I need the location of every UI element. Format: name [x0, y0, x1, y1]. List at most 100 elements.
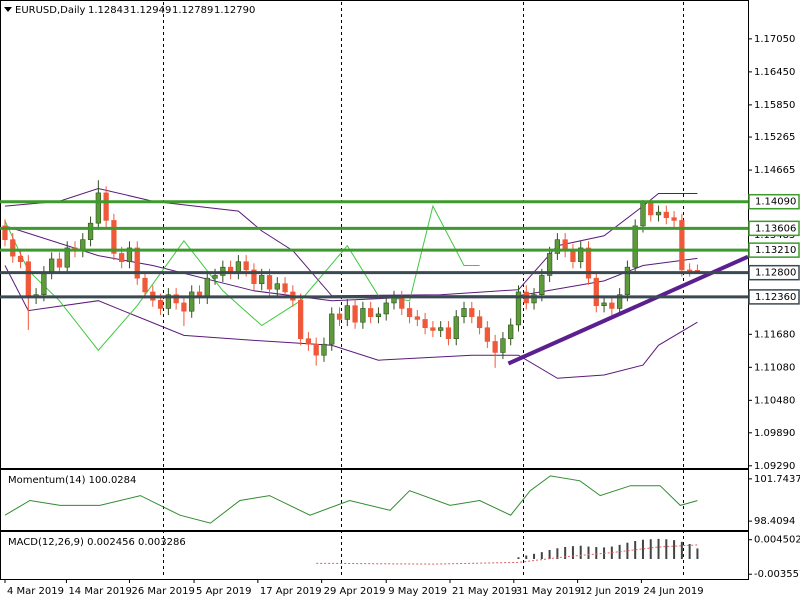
candle-body [142, 277, 148, 293]
candle-body [616, 294, 623, 309]
x-tick-label: 4 Mar 2019 [7, 586, 64, 597]
indicator-line [4, 265, 698, 379]
y-tick-label: 101.7437 [754, 474, 800, 485]
candle-body [399, 297, 405, 309]
plot-area [4, 475, 698, 524]
histogram-bar [564, 546, 567, 559]
candle-body [235, 261, 242, 273]
candle-body [585, 247, 592, 279]
candle-body [204, 277, 210, 298]
level-label-box [748, 289, 800, 305]
candle-body [484, 327, 490, 342]
ohlc-value: 1.12949 [130, 5, 171, 16]
candle-body [49, 258, 55, 273]
plot-area [316, 538, 699, 565]
candle-body [259, 275, 265, 284]
candle-body [165, 294, 172, 309]
candle-body [313, 343, 319, 356]
histogram-bar [626, 542, 629, 559]
candle-body [469, 308, 475, 318]
level-label: 1.12800 [755, 268, 796, 279]
y-tick-label: 1.10480 [754, 395, 795, 406]
candle-body [181, 302, 187, 312]
histogram-bar [618, 544, 621, 559]
level-label: 1.13606 [755, 223, 796, 234]
candle-body [671, 217, 677, 221]
ohlc-value: 1.12790 [214, 5, 255, 16]
y-tick-label: 98.4094 [754, 516, 795, 527]
candle-body [406, 308, 413, 318]
candle-body [282, 283, 288, 293]
histogram-bar [680, 541, 683, 559]
candle-body [422, 319, 428, 329]
candle-body [500, 338, 506, 353]
panel-title: Momentum(14) 100.0284 [8, 475, 136, 486]
candle-body [126, 247, 133, 262]
x-tick-label: 5 Apr 2019 [196, 586, 251, 597]
level-label: 1.14090 [755, 197, 796, 208]
plot-area [2, 180, 748, 379]
candle-body [515, 291, 522, 326]
candle-body [375, 313, 382, 318]
candle-body [119, 253, 125, 262]
candle-body [103, 192, 109, 221]
level-label-box [748, 264, 800, 281]
level-label: 1.12360 [755, 292, 796, 303]
candle-body [329, 313, 335, 345]
histogram-bar [579, 545, 582, 559]
indicator-line [316, 544, 698, 565]
histogram-bar [688, 543, 691, 559]
candle-body [476, 316, 483, 329]
x-tick-label: 29 Apr 2019 [324, 586, 386, 597]
candle-body [508, 324, 514, 340]
period-separators [163, 2, 684, 578]
candle-body [243, 261, 249, 271]
candle-body [274, 283, 280, 290]
candle-body [453, 316, 459, 340]
histogram-bar [673, 540, 676, 559]
candle-body [95, 192, 101, 224]
candle-body [383, 302, 389, 315]
candle-body [212, 275, 218, 279]
candle-body [601, 302, 607, 306]
candle-body [305, 338, 312, 345]
y-tick-label: 1.15850 [754, 100, 795, 111]
candle-body [687, 269, 693, 272]
candle-body [663, 211, 669, 218]
histogram-bar [525, 555, 528, 559]
candle-body [111, 220, 117, 254]
candle-body [87, 222, 94, 240]
histogram-bar [571, 546, 574, 559]
x-tick-label: 31 May 2019 [516, 586, 581, 597]
candle-body [64, 247, 70, 268]
histogram-bar [634, 541, 637, 559]
y-tick-label: -0.003557 [754, 569, 800, 580]
chart-title: EURUSD,Daily [15, 5, 86, 16]
candle-body [17, 255, 24, 262]
histogram-bar [517, 557, 520, 559]
candle-body [554, 239, 561, 254]
candle-body [679, 220, 685, 271]
candle-body [344, 305, 350, 320]
histogram-bar [641, 539, 644, 559]
candle-body [25, 261, 31, 298]
x-tick-label: 24 Jun 2019 [643, 586, 703, 597]
candle-body [321, 343, 327, 356]
candle-body [640, 200, 646, 227]
level-label: 1.13210 [755, 245, 796, 256]
x-tick-label: 14 Mar 2019 [68, 586, 131, 597]
y-tick-label: 1.15265 [754, 132, 795, 143]
histogram-bar [556, 548, 559, 559]
candle-body [2, 225, 8, 240]
x-tick-label: 12 Jun 2019 [580, 586, 640, 597]
histogram-bar [540, 552, 543, 559]
candle-body [492, 341, 498, 353]
histogram-bar [548, 549, 551, 559]
x-tick-label: 17 Apr 2019 [260, 586, 322, 597]
candle-body [655, 211, 662, 216]
candle-body [173, 294, 179, 304]
menu-arrow[interactable] [4, 7, 12, 12]
histogram-bar [665, 539, 668, 559]
